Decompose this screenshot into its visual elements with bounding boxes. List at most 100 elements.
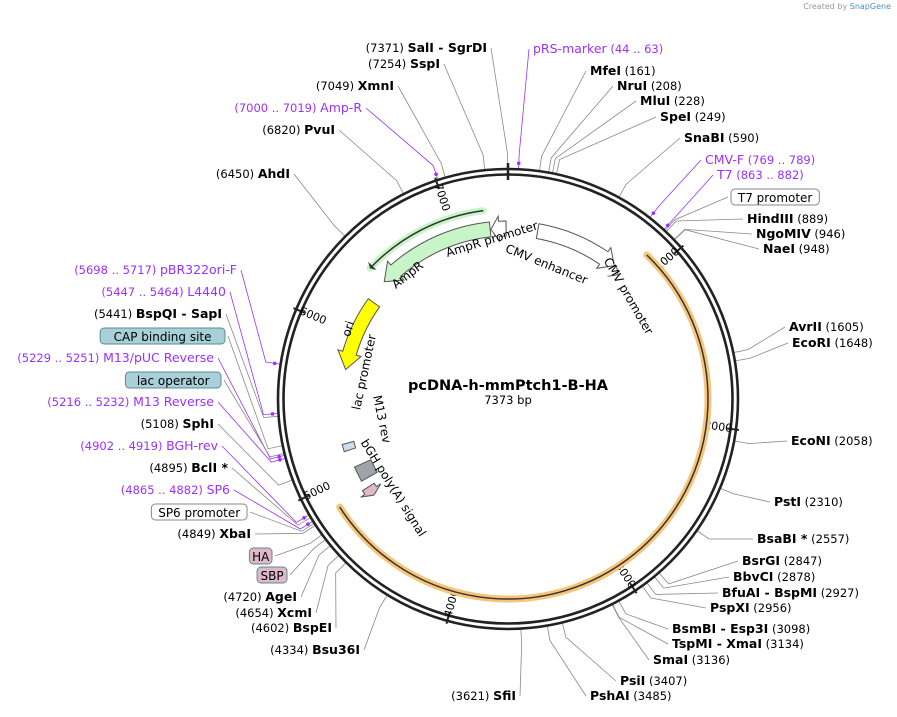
feature-box[interactable] [248,547,273,565]
primer-label[interactable]: (7000 .. 7019) Amp-R [234,100,362,115]
restriction-site-label[interactable]: BbvCI (2878) [733,569,815,584]
ampr-arc-arrow [368,261,377,271]
site-name: AhdI [258,166,290,181]
restriction-site-label[interactable]: (3621) SfiI [451,688,516,703]
site-position: (249) [691,110,726,124]
site-position: (5441) [94,307,136,321]
restriction-site-label[interactable]: SmaI (3136) [653,652,730,667]
primer-label[interactable]: (5447 .. 5464) L4440 [101,284,226,299]
feature-box-label[interactable]: CAP binding site [114,330,212,344]
restriction-site-label[interactable]: NaeI (948) [763,241,830,256]
site-name: SmaI [653,652,688,667]
site-name: BsrGI [742,553,780,568]
primer-mark [302,516,306,520]
plasmid-name: pcDNA-h-mmPtch1-B-HA [408,378,609,394]
primer-label[interactable]: (4902 .. 4919) BGH-rev [80,438,218,453]
restriction-site-label[interactable]: (7371) SalI - SgrDI [366,40,487,55]
restriction-site-label[interactable]: (4720) AgeI [223,589,297,604]
site-connector [735,440,788,444]
restriction-site-label[interactable]: PsiI (3407) [620,673,687,688]
restriction-site-label[interactable]: (4849) XbaI [177,526,251,541]
restriction-site-label[interactable]: SpeI (249) [660,109,726,124]
restriction-site-label[interactable]: (6820) PvuI [262,122,335,137]
primer-label[interactable]: (5216 .. 5232) M13 Reverse [47,394,214,409]
restriction-site-label[interactable]: PstI (2310) [774,494,843,509]
restriction-site-label[interactable]: PspXI (2956) [710,600,792,615]
primer-label[interactable]: T7 (863 .. 882) [716,167,804,182]
restriction-site-label[interactable]: (4895) BclI * [149,460,228,475]
feature-box-label[interactable]: lac operator [137,374,210,388]
feature-box[interactable] [99,327,226,345]
feature-box[interactable] [256,566,288,584]
primer-label[interactable]: (5698 .. 5717) pBR322ori-F [74,262,237,277]
restriction-site-label[interactable]: SnaBI (590) [684,130,759,145]
restriction-site-label[interactable]: (4602) BspEI [251,620,332,635]
site-name: SfiI [493,688,516,703]
restriction-site-label[interactable]: (7254) SspI [368,56,440,71]
primer-label[interactable]: (4865 .. 4882) SP6 [121,482,230,497]
snapgene-logo: SnapGene [849,2,891,11]
restriction-site-label[interactable]: (7049) XmnI [316,78,394,93]
restriction-site-label[interactable]: HindIII (889) [747,211,828,226]
primer-label[interactable]: pRS-marker (44 .. 63) [533,41,663,56]
feature-box-label[interactable]: HA [252,550,270,564]
restriction-site-label[interactable]: BsrGI (2847) [742,553,822,568]
site-connector [562,623,617,682]
feature-box[interactable] [150,503,248,521]
restriction-site-label[interactable]: (6450) AhdI [216,166,290,181]
site-connector [666,218,744,232]
plasmid-length: 7373 bp [484,393,532,407]
site-connector [231,467,311,526]
site-position: (3407) [645,674,687,688]
restriction-site-label[interactable]: EcoRI (1648) [792,335,873,350]
primer-label[interactable]: (5229 .. 5251) M13/pUC Reverse [17,350,214,365]
restriction-site-label[interactable]: BsmBI - Esp3I (3098) [672,621,810,636]
feature-box[interactable] [124,371,222,389]
restriction-site-label[interactable]: TspMI - XmaI (3134) [672,636,804,651]
site-position: (4849) [177,527,219,541]
primer-mark [272,361,277,366]
restriction-site-label[interactable]: (4654) XcmI [235,605,312,620]
primer-mark [651,211,656,215]
restriction-site-label[interactable]: PshAI (3485) [590,688,672,703]
feature-box-label[interactable]: T7 promoter [737,191,813,205]
restriction-site-label[interactable]: BfuAI - BspMI (2927) [722,585,859,600]
primer-range: (4902 .. 4919) [80,439,166,453]
feature-box-label[interactable]: SP6 promoter [158,506,240,520]
primer-range: (44 .. 63) [607,42,664,56]
site-connector [735,342,789,362]
restriction-site-label[interactable]: MfeI (161) [590,63,656,78]
primer-label[interactable]: CMV-F (769 .. 789) [705,152,815,167]
primer-mark [665,223,670,228]
site-connector [612,604,669,645]
site-connector [674,229,760,250]
primer-mark [434,172,438,177]
restriction-site-label[interactable]: BsaBI * (2557) [757,531,849,546]
restriction-site-label[interactable]: NgoMIV (946) [756,226,845,241]
site-position: (3134) [762,637,804,651]
tick-mark [297,494,310,502]
primer-name: M13 Reverse [133,394,214,409]
restriction-site-label[interactable]: (5441) BspQI - SapI [94,306,222,321]
restriction-site-label[interactable]: NruI (208) [617,78,682,93]
restriction-site-label[interactable]: (5108) SphI [141,416,214,431]
site-connector [293,173,345,237]
site-name: NruI [617,78,647,93]
feature-label: M13 rev [370,394,394,444]
primer-name: M13/pUC Reverse [103,350,214,365]
restriction-site-label[interactable]: EcoNI (2058) [791,433,873,448]
feature-box-label[interactable]: SBP [261,569,284,583]
primer-mark [306,522,310,527]
restriction-site-label[interactable]: MluI (228) [640,93,705,108]
restriction-site-label[interactable]: AvrII (1605) [789,319,864,334]
site-position: (2927) [817,586,859,600]
primer-connector [217,357,285,460]
site-connector [225,313,278,418]
restriction-site-label[interactable]: (4334) Bsu36I [270,642,360,657]
primer-mark [278,457,282,462]
feature-box[interactable] [730,188,820,206]
site-connector [612,604,650,661]
primer-range: (5229 .. 5251) [17,351,103,365]
primer-mark [277,454,281,459]
